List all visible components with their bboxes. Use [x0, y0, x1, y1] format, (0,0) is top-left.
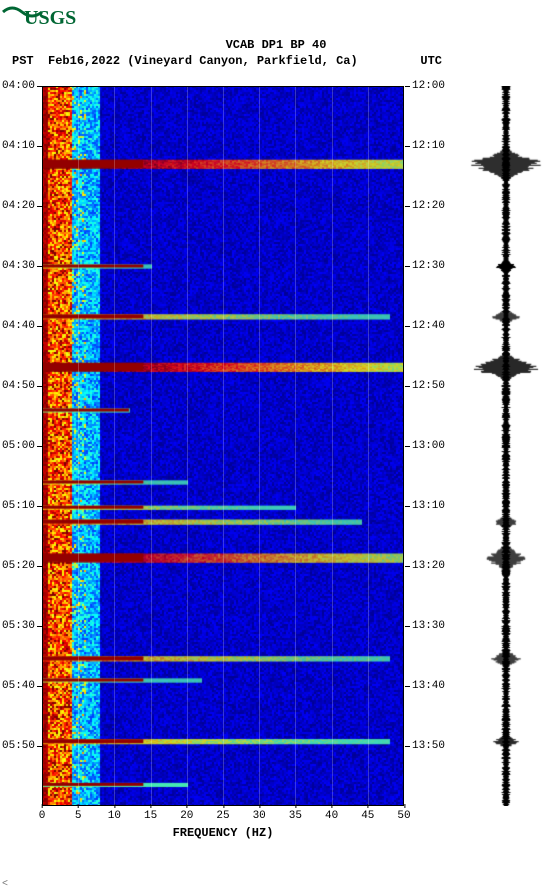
tick-bottom-40: 40: [325, 810, 338, 822]
gridline-40: [332, 86, 333, 806]
tick-right-12:30: 12:30: [412, 260, 445, 272]
gridline-10: [114, 86, 115, 806]
spectrogram-plot: [42, 86, 404, 806]
waveform-panel: [470, 86, 542, 806]
tick-right-13:10: 13:10: [412, 500, 445, 512]
gridline-15: [151, 86, 152, 806]
tick-bottom-10: 10: [108, 810, 121, 822]
tick-bottom-30: 30: [253, 810, 266, 822]
chart-title: VCAB DP1 BP 40: [0, 38, 552, 52]
tick-left-04:10: 04:10: [2, 140, 35, 152]
tick-left-04:40: 04:40: [2, 320, 35, 332]
tick-left-04:30: 04:30: [2, 260, 35, 272]
tick-right-13:20: 13:20: [412, 560, 445, 572]
tick-right-13:30: 13:30: [412, 620, 445, 632]
tick-right-12:00: 12:00: [412, 80, 445, 92]
gridline-35: [295, 86, 296, 806]
pst-label: PST: [12, 54, 34, 68]
tick-left-05:10: 05:10: [2, 500, 35, 512]
tick-right-12:20: 12:20: [412, 200, 445, 212]
tick-right-12:40: 12:40: [412, 320, 445, 332]
logo-text: USGS: [24, 7, 76, 29]
tick-bottom-45: 45: [361, 810, 374, 822]
usgs-logo: USGS: [2, 2, 102, 35]
tick-bottom-50: 50: [397, 810, 410, 822]
date-label: Feb16,2022 (Vineyard Canyon, Parkfield, …: [48, 54, 358, 68]
footer-mark: <: [2, 879, 8, 890]
tick-right-13:40: 13:40: [412, 680, 445, 692]
gridline-45: [368, 86, 369, 806]
gridline-25: [223, 86, 224, 806]
chart-subtitle: PST Feb16,2022 (Vineyard Canyon, Parkfie…: [12, 54, 358, 68]
gridline-20: [187, 86, 188, 806]
tick-bottom-5: 5: [75, 810, 82, 822]
tick-left-05:30: 05:30: [2, 620, 35, 632]
tick-left-05:00: 05:00: [2, 440, 35, 452]
gridline-5: [78, 86, 79, 806]
tick-right-12:50: 12:50: [412, 380, 445, 392]
tick-bottom-25: 25: [216, 810, 229, 822]
tick-bottom-20: 20: [180, 810, 193, 822]
waveform-canvas: [470, 86, 542, 806]
tick-left-04:00: 04:00: [2, 80, 35, 92]
tick-bottom-35: 35: [289, 810, 302, 822]
tick-right-13:50: 13:50: [412, 740, 445, 752]
gridline-30: [259, 86, 260, 806]
tick-bottom-15: 15: [144, 810, 157, 822]
tick-bottom-0: 0: [39, 810, 46, 822]
x-axis-label: FREQUENCY (HZ): [42, 826, 404, 840]
tick-right-13:00: 13:00: [412, 440, 445, 452]
tick-left-05:40: 05:40: [2, 680, 35, 692]
tick-left-05:50: 05:50: [2, 740, 35, 752]
tick-left-04:20: 04:20: [2, 200, 35, 212]
tick-left-05:20: 05:20: [2, 560, 35, 572]
tick-left-04:50: 04:50: [2, 380, 35, 392]
utc-label: UTC: [420, 54, 442, 68]
tick-right-12:10: 12:10: [412, 140, 445, 152]
